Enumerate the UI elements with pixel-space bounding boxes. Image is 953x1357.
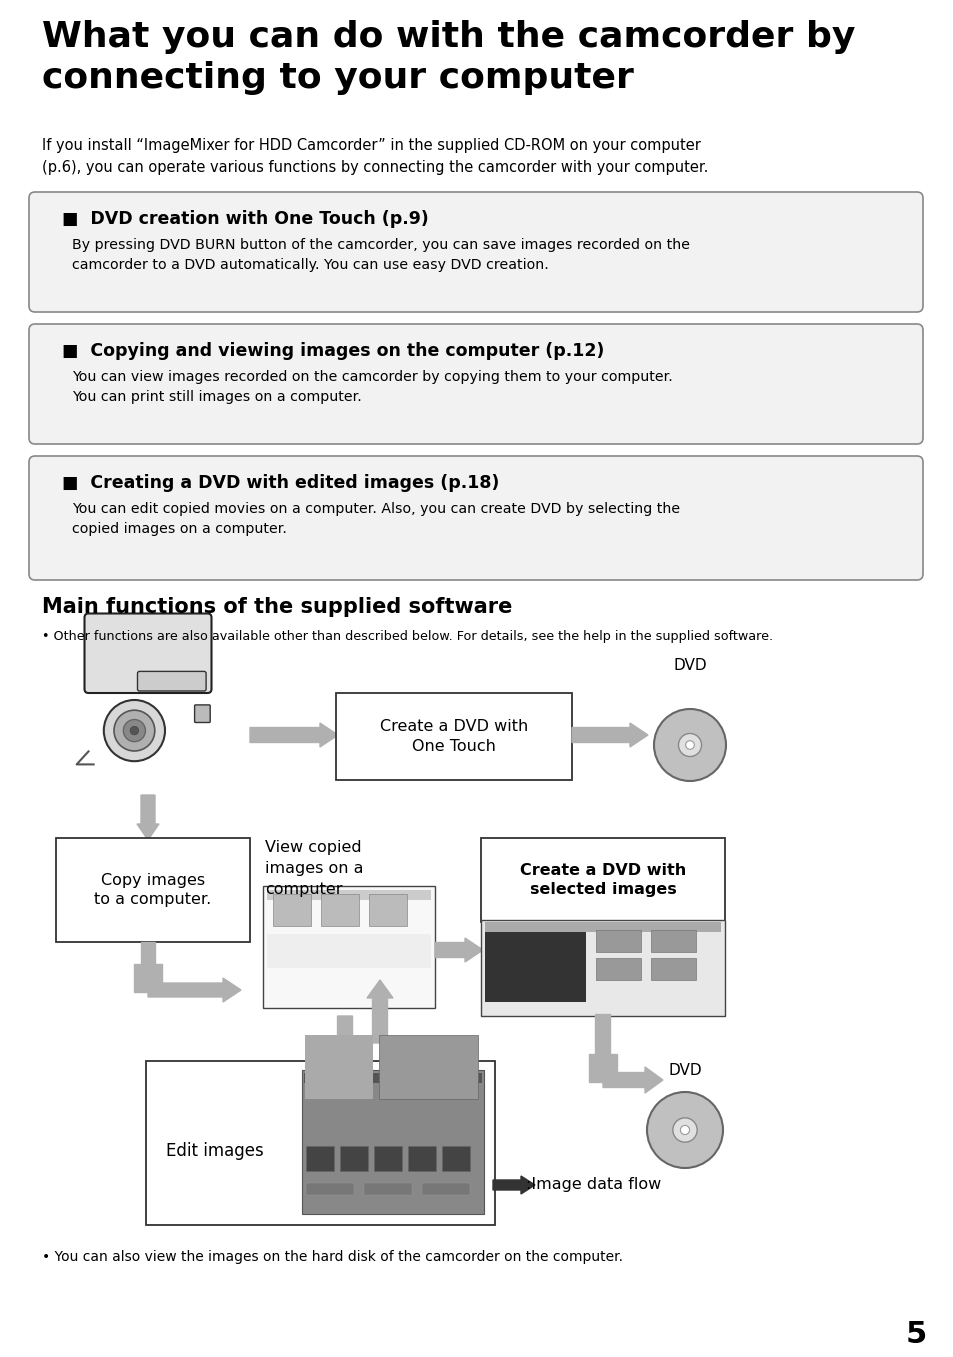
Text: You can edit copied movies on a computer. Also, you can create DVD by selecting : You can edit copied movies on a computer… xyxy=(71,502,679,536)
Bar xyxy=(596,958,640,980)
FancyArrow shape xyxy=(250,723,337,746)
FancyArrow shape xyxy=(595,1014,610,1073)
Text: ■  Copying and viewing images on the computer (p.12): ■ Copying and viewing images on the comp… xyxy=(62,342,604,360)
FancyBboxPatch shape xyxy=(335,693,572,780)
Text: View copied
images on a
computer: View copied images on a computer xyxy=(265,840,363,897)
Text: Edit images: Edit images xyxy=(166,1143,263,1160)
Bar xyxy=(369,894,407,925)
Circle shape xyxy=(672,1118,697,1143)
Bar xyxy=(596,930,640,953)
Bar xyxy=(339,1147,368,1171)
Circle shape xyxy=(113,710,154,750)
Bar xyxy=(267,934,431,968)
Bar xyxy=(441,1147,470,1171)
Bar xyxy=(374,1147,401,1171)
FancyArrow shape xyxy=(332,1016,357,1079)
Circle shape xyxy=(123,719,145,742)
Bar xyxy=(273,894,311,925)
FancyBboxPatch shape xyxy=(480,839,724,921)
Circle shape xyxy=(679,1125,689,1134)
FancyBboxPatch shape xyxy=(29,456,923,579)
Circle shape xyxy=(654,708,725,782)
Circle shape xyxy=(646,1092,722,1168)
FancyBboxPatch shape xyxy=(146,1061,495,1225)
FancyBboxPatch shape xyxy=(480,920,724,1016)
FancyArrow shape xyxy=(602,1067,662,1092)
Text: • Other functions are also available other than described below. For details, se: • Other functions are also available oth… xyxy=(42,630,772,643)
Bar xyxy=(378,1035,477,1099)
FancyBboxPatch shape xyxy=(194,704,210,722)
Text: What you can do with the camcorder by
connecting to your computer: What you can do with the camcorder by co… xyxy=(42,20,855,95)
Circle shape xyxy=(685,741,694,749)
Bar xyxy=(484,932,585,1001)
Bar xyxy=(305,1035,373,1099)
FancyArrow shape xyxy=(137,795,159,840)
Text: Create a DVD with
selected images: Create a DVD with selected images xyxy=(519,863,685,897)
Bar xyxy=(306,1183,354,1196)
Circle shape xyxy=(678,734,700,756)
Text: If you install “ImageMixer for HDD Camcorder” in the supplied CD-ROM on your com: If you install “ImageMixer for HDD Camco… xyxy=(42,138,708,175)
FancyBboxPatch shape xyxy=(85,613,212,693)
Text: :Image data flow: :Image data flow xyxy=(525,1178,660,1193)
FancyArrow shape xyxy=(572,723,647,746)
Circle shape xyxy=(104,700,165,761)
Bar xyxy=(267,890,431,900)
Text: ■  Creating a DVD with edited images (p.18): ■ Creating a DVD with edited images (p.1… xyxy=(62,474,498,493)
FancyArrow shape xyxy=(493,1177,535,1194)
FancyArrow shape xyxy=(435,938,482,962)
Text: Create a DVD with
One Touch: Create a DVD with One Touch xyxy=(379,719,528,754)
Bar xyxy=(650,930,695,953)
FancyBboxPatch shape xyxy=(29,191,923,312)
FancyArrow shape xyxy=(148,978,241,1001)
Bar xyxy=(133,963,162,992)
Bar xyxy=(306,1147,334,1171)
FancyBboxPatch shape xyxy=(56,839,250,942)
Text: Main functions of the supplied software: Main functions of the supplied software xyxy=(42,597,512,617)
Bar xyxy=(588,1054,617,1082)
Text: By pressing DVD BURN button of the camcorder, you can save images recorded on th: By pressing DVD BURN button of the camco… xyxy=(71,237,689,271)
FancyBboxPatch shape xyxy=(302,1071,483,1215)
Bar xyxy=(421,1183,470,1196)
Bar xyxy=(408,1147,436,1171)
Text: • You can also view the images on the hard disk of the camcorder on the computer: • You can also view the images on the ha… xyxy=(42,1250,622,1263)
FancyArrow shape xyxy=(141,942,154,982)
FancyBboxPatch shape xyxy=(29,324,923,444)
FancyBboxPatch shape xyxy=(137,672,206,691)
Bar xyxy=(304,1073,481,1083)
Text: DVD: DVD xyxy=(673,658,706,673)
Text: Copy images
to a computer.: Copy images to a computer. xyxy=(94,873,212,908)
Text: 5: 5 xyxy=(904,1320,925,1349)
FancyArrow shape xyxy=(367,980,393,1044)
Circle shape xyxy=(130,726,138,735)
Bar xyxy=(650,958,695,980)
FancyBboxPatch shape xyxy=(263,886,435,1008)
Bar xyxy=(364,1183,412,1196)
Text: DVD: DVD xyxy=(667,1063,701,1077)
Bar xyxy=(484,921,720,932)
Text: You can view images recorded on the camcorder by copying them to your computer.
: You can view images recorded on the camc… xyxy=(71,370,672,403)
Text: ■  DVD creation with One Touch (p.9): ■ DVD creation with One Touch (p.9) xyxy=(62,210,428,228)
Bar xyxy=(320,894,358,925)
